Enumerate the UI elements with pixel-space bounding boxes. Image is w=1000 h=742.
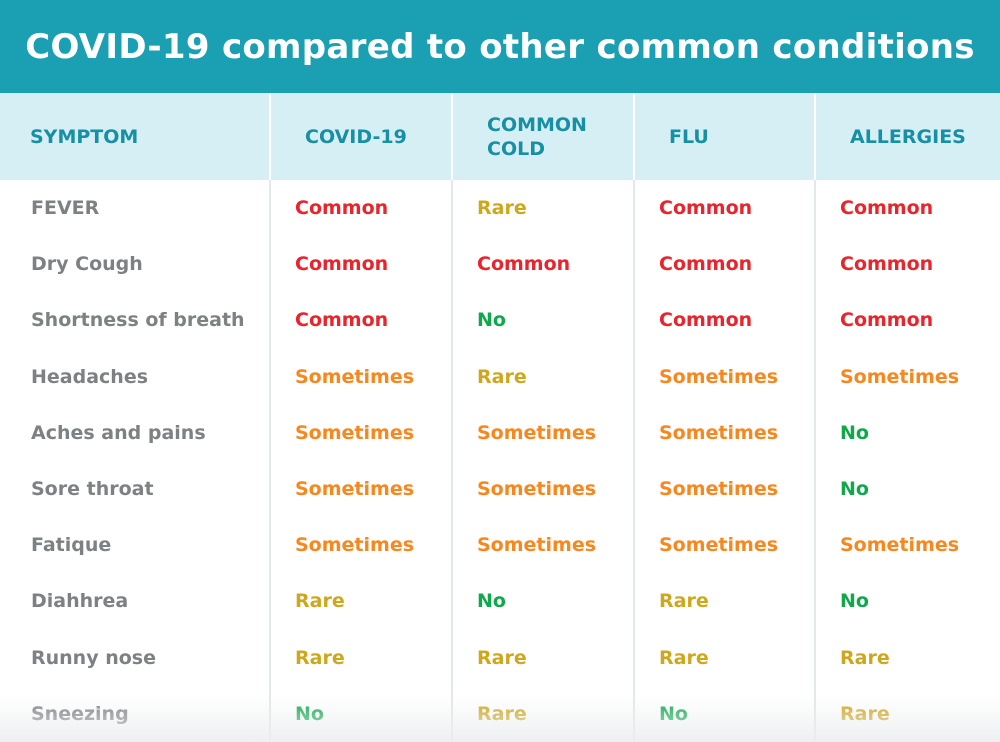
value-cell-common-cold: Sometimes <box>452 404 635 461</box>
table-row: FEVER Common Rare Common Common <box>0 180 1000 237</box>
value-cell-common-cold: No <box>452 292 635 349</box>
symptom-cell: Shortness of breath <box>0 292 271 349</box>
value-cell-common-cold: Rare <box>452 685 635 742</box>
value-cell-covid-19: Common <box>270 236 453 293</box>
symptom-table: SYMPTOM COVID-19 COMMON COLD FLU ALLERGI… <box>0 93 1000 742</box>
value-cell-common-cold: Common <box>452 236 635 293</box>
value-cell-common-cold: Sometimes <box>452 460 635 518</box>
value-cell-flu: Sometimes <box>634 348 816 405</box>
symptom-cell: Headaches <box>0 348 271 405</box>
value-cell-flu: No <box>634 685 816 742</box>
symptom-cell: Sneezing <box>0 685 271 742</box>
title-bar: COVID-19 compared to other common condit… <box>0 0 1000 93</box>
table-row: Shortness of breath Common No Common Common <box>0 292 1000 349</box>
table-body: FEVER Common Rare Common Common Dry Cough Comm… <box>0 180 1000 742</box>
symptom-cell: Diahhrea <box>0 573 271 630</box>
value-cell-flu: Rare <box>634 573 816 630</box>
value-cell-common-cold: Rare <box>452 629 635 686</box>
value-cell-flu: Sometimes <box>634 517 816 574</box>
table-row: Sneezing No Rare No Rare <box>0 685 1000 742</box>
value-cell-allergies: No <box>840 478 869 501</box>
value-cell-covid-19: Sometimes <box>270 517 453 574</box>
value-cell-allergies: Sometimes <box>840 534 960 557</box>
value-cell-covid-19: Common <box>270 292 453 349</box>
value-cell-covid-19: Sometimes <box>270 348 453 405</box>
symptom-cell: Sore throat <box>0 460 271 518</box>
header-symptom: SYMPTOM <box>0 93 271 180</box>
value-cell-covid-19: Rare <box>270 629 453 686</box>
value-cell-covid-19: Common <box>270 180 453 237</box>
table-row: Headaches Sometimes Rare Sometimes Sometimes <box>0 348 1000 405</box>
header-allergies: ALLERGIES <box>850 125 966 148</box>
value-cell-allergies: Sometimes <box>840 365 960 388</box>
value-cell-allergies: Common <box>840 197 934 220</box>
symptom-cell: Fatique <box>0 517 271 574</box>
value-cell-common-cold: Rare <box>452 348 635 405</box>
value-cell-allergies: No <box>840 590 869 613</box>
table-row: Runny nose Rare Rare Rare Rare <box>0 629 1000 686</box>
value-cell-flu: Sometimes <box>634 404 816 461</box>
value-cell-covid-19: Sometimes <box>270 404 453 461</box>
value-cell-flu: Common <box>634 292 816 349</box>
value-cell-flu: Sometimes <box>634 460 816 518</box>
header-covid-19: COVID-19 <box>270 93 453 180</box>
table-header: SYMPTOM COVID-19 COMMON COLD FLU ALLERGI… <box>0 93 1000 180</box>
value-cell-allergies: Rare <box>840 646 890 669</box>
table-row: Dry Cough Common Common Common Common <box>0 236 1000 293</box>
value-cell-common-cold: Sometimes <box>452 517 635 574</box>
value-cell-allergies: Common <box>840 309 934 332</box>
value-cell-allergies: No <box>840 421 869 444</box>
value-cell-flu: Common <box>634 180 816 237</box>
page-title: COVID-19 compared to other common condit… <box>25 26 975 67</box>
value-cell-covid-19: Rare <box>270 573 453 630</box>
value-cell-covid-19: Sometimes <box>270 460 453 518</box>
header-common-cold: COMMON COLD <box>452 93 635 180</box>
symptom-cell: Aches and pains <box>0 404 271 461</box>
table-row: Diahhrea Rare No Rare No <box>0 573 1000 630</box>
symptom-cell: FEVER <box>0 180 271 237</box>
value-cell-common-cold: No <box>452 573 635 630</box>
value-cell-common-cold: Rare <box>452 180 635 237</box>
value-cell-allergies: Common <box>840 253 934 276</box>
value-cell-flu: Common <box>634 236 816 293</box>
symptom-cell: Runny nose <box>0 629 271 686</box>
value-cell-allergies: Rare <box>840 702 890 725</box>
table-row: Sore throat Sometimes Sometimes Sometimes No <box>0 460 1000 518</box>
header-flu: FLU <box>634 93 816 180</box>
table-row: Fatique Sometimes Sometimes Sometimes Someti… <box>0 517 1000 574</box>
header-row: SYMPTOM COVID-19 COMMON COLD FLU ALLERGI… <box>0 93 1000 180</box>
value-cell-flu: Rare <box>634 629 816 686</box>
value-cell-covid-19: No <box>270 685 453 742</box>
table-row: Aches and pains Sometimes Sometimes Sometim… <box>0 404 1000 461</box>
symptom-cell: Dry Cough <box>0 236 271 293</box>
